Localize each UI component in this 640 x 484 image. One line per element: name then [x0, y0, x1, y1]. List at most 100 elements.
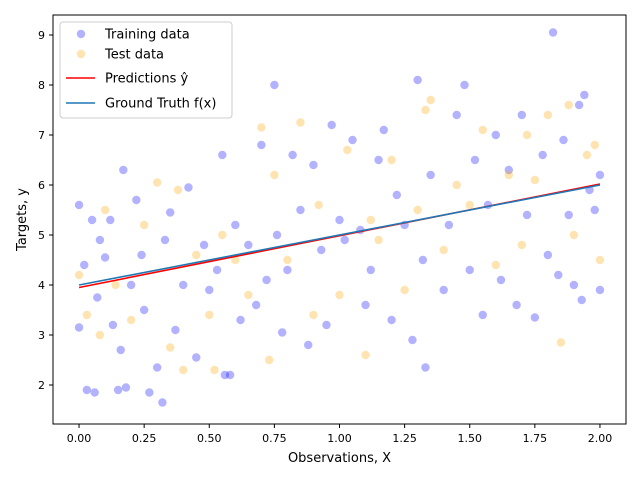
test-point: [218, 230, 227, 240]
test-point: [426, 95, 435, 105]
training-point: [504, 165, 513, 175]
training-point: [327, 120, 336, 130]
training-point: [348, 135, 357, 145]
training-point: [82, 385, 92, 395]
training-point: [387, 315, 396, 325]
test-point: [152, 178, 162, 187]
test-point: [374, 235, 383, 245]
y-tick-label: 2: [38, 379, 45, 392]
test-point: [504, 170, 513, 180]
training-point: [137, 250, 146, 260]
test-point: [283, 255, 292, 265]
test-point: [270, 170, 279, 180]
training-point: [205, 285, 214, 295]
training-point: [366, 265, 375, 275]
training-point: [538, 150, 547, 160]
test-point: [74, 270, 84, 280]
training-point: [413, 75, 422, 85]
legend-label: Ground Truth f(x): [105, 97, 216, 112]
training-point: [166, 208, 175, 217]
legend-label: Predictions ŷ: [105, 72, 188, 87]
test-point: [257, 123, 266, 132]
test-point: [192, 250, 201, 260]
y-tick-label: 6: [38, 179, 45, 192]
test-point: [530, 175, 540, 185]
test-point: [126, 315, 136, 325]
test-point: [543, 110, 553, 120]
x-tick-label: 0.50: [197, 432, 222, 445]
training-point: [304, 340, 313, 350]
training-point: [491, 130, 500, 140]
training-point: [257, 140, 266, 150]
legend: Training data Test data Predictions ŷ Groun…: [59, 21, 233, 119]
training-point: [108, 320, 118, 330]
training-point: [212, 265, 222, 275]
test-point: [569, 230, 579, 240]
test-point: [590, 140, 599, 150]
plot-area: [74, 28, 605, 407]
training-point: [548, 28, 558, 37]
training-point: [272, 230, 282, 240]
training-point: [116, 345, 125, 355]
test-point: [522, 130, 532, 140]
training-point: [309, 160, 318, 170]
x-axis: 0.00 0.25 0.50 0.75 1.00 1.25 1.50 1.75 2.00: [67, 424, 612, 445]
x-axis-label: Observations, X: [288, 451, 391, 466]
training-point: [335, 215, 344, 225]
training-point: [95, 235, 105, 245]
training-point: [465, 265, 474, 275]
x-tick-label: 0.00: [67, 432, 92, 445]
training-point: [132, 195, 141, 205]
test-point: [421, 105, 430, 115]
training-point: [322, 320, 331, 330]
training-point: [100, 253, 110, 262]
test-point: [244, 290, 253, 300]
training-point: [90, 388, 99, 397]
training-point: [160, 235, 170, 245]
test-point: [366, 215, 375, 225]
training-point: [478, 310, 487, 320]
training-point: [439, 285, 448, 295]
y-tick-label: 9: [38, 29, 45, 42]
test-point: [309, 310, 318, 320]
training-point: [251, 300, 261, 310]
training-point: [554, 270, 563, 280]
test-point: [465, 200, 474, 210]
training-point: [152, 363, 162, 372]
test-point: [314, 200, 323, 210]
test-point: [517, 240, 527, 250]
training-point: [106, 215, 115, 225]
test-point: [478, 125, 487, 135]
test-point: [139, 220, 149, 230]
training-point: [236, 315, 245, 325]
x-tick-label: 1.00: [327, 432, 352, 445]
training-point: [517, 110, 527, 120]
training-point: [444, 220, 454, 230]
training-point: [392, 190, 401, 200]
training-point: [231, 220, 240, 230]
y-tick-label: 5: [38, 229, 45, 242]
training-point: [470, 155, 480, 165]
training-point: [340, 235, 349, 245]
test-point: [582, 150, 592, 160]
y-tick-label: 8: [38, 79, 45, 92]
training-point: [418, 255, 428, 265]
x-tick-label: 1.50: [457, 432, 482, 445]
test-point: [564, 100, 573, 110]
y-tick-label: 7: [38, 129, 45, 142]
test-point: [400, 285, 409, 295]
test-point: [452, 180, 461, 190]
training-point: [179, 280, 188, 290]
training-point: [218, 150, 227, 160]
test-point: [556, 338, 566, 347]
training-point: [283, 265, 292, 275]
test-point: [335, 290, 344, 300]
training-point: [119, 165, 128, 175]
training-point: [262, 275, 271, 285]
x-tick-label: 2.00: [588, 432, 613, 445]
training-point: [512, 300, 521, 310]
y-axis-label: Targets, y: [15, 188, 30, 252]
test-point: [387, 155, 396, 165]
training-point: [171, 325, 180, 335]
training-point: [426, 170, 435, 180]
